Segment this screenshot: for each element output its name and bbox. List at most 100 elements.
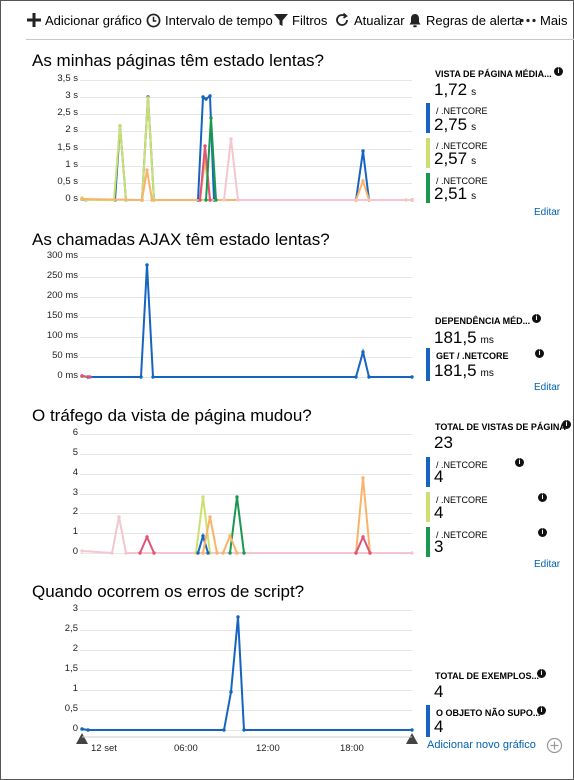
data-point bbox=[80, 197, 84, 201]
gridline bbox=[80, 610, 412, 611]
data-point bbox=[228, 534, 232, 538]
data-point bbox=[124, 551, 128, 555]
info-icon[interactable]: i bbox=[537, 706, 546, 715]
unit-text: s bbox=[471, 191, 477, 202]
data-point bbox=[80, 549, 84, 553]
add-chart-button[interactable]: Adicionar gráfico bbox=[27, 11, 142, 29]
y-axis-tick-label: 0,5 bbox=[64, 703, 78, 714]
panel2-title: As chamadas AJAX têm estado lentas? bbox=[32, 230, 330, 249]
info-icon[interactable]: i bbox=[562, 420, 571, 429]
gridline bbox=[80, 257, 412, 258]
data-point bbox=[198, 198, 202, 202]
panel1-metric-3-value: 2,51 s bbox=[434, 184, 476, 204]
data-point bbox=[354, 375, 358, 379]
gridline bbox=[80, 317, 412, 318]
info-icon[interactable]: i bbox=[554, 67, 563, 76]
series-line bbox=[205, 117, 217, 201]
series-color-bar bbox=[426, 705, 430, 737]
y-axis-tick-label: 250 ms bbox=[46, 270, 78, 281]
info-icon[interactable]: i bbox=[532, 314, 541, 323]
unit-text: ms bbox=[480, 368, 494, 379]
y-axis-tick-label: 0 ms bbox=[57, 370, 78, 381]
data-point bbox=[229, 690, 233, 694]
panel1-metric-2-label: / .NETCORE bbox=[436, 141, 488, 151]
xtick-label: 12:00 bbox=[256, 743, 280, 754]
panel2-metric-avg-label: DEPENDÊNCIA MÉD... bbox=[435, 316, 531, 326]
panel1-edit-link[interactable]: Editar bbox=[534, 207, 561, 218]
unit-text: s bbox=[471, 156, 477, 167]
info-icon[interactable]: i bbox=[537, 669, 546, 678]
panel3-edit-link[interactable]: Editar bbox=[534, 559, 561, 570]
add-new-chart-link[interactable]: Adicionar novo gráfico bbox=[427, 739, 536, 751]
info-icon[interactable]: i bbox=[538, 528, 547, 537]
info-icon[interactable]: i bbox=[538, 493, 547, 502]
panel1-metric-avg-label: VISTA DE PÁGINA MÉDIA... bbox=[435, 69, 552, 79]
data-point bbox=[242, 728, 246, 732]
panel3-metric-2-label: / .NETCORE bbox=[436, 495, 488, 505]
data-point bbox=[209, 116, 213, 120]
data-point bbox=[110, 551, 114, 555]
gridline bbox=[80, 337, 412, 338]
refresh-button[interactable]: Atualizar bbox=[334, 11, 405, 29]
info-icon[interactable]: i bbox=[515, 458, 524, 467]
series-color-bar bbox=[426, 173, 430, 203]
gridline bbox=[80, 670, 412, 671]
data-point bbox=[118, 124, 122, 128]
data-point bbox=[139, 375, 143, 379]
alert-rules-label: Regras de alerta bbox=[426, 12, 523, 28]
gridline bbox=[80, 97, 412, 99]
y-axis-tick-label: 150 ms bbox=[46, 310, 78, 321]
gridline bbox=[80, 513, 412, 515]
toolbar-separator bbox=[26, 39, 574, 40]
gridline bbox=[80, 493, 412, 495]
value-text: 181,5 bbox=[434, 361, 477, 380]
series-color-bar bbox=[426, 457, 430, 487]
xtick-label: 12 set bbox=[91, 743, 117, 754]
gridline bbox=[80, 297, 412, 298]
more-button[interactable]: Mais bbox=[520, 11, 567, 29]
data-point bbox=[367, 375, 371, 379]
panel3-title: O tráfego da vista de página mudou? bbox=[32, 406, 312, 425]
data-point bbox=[368, 551, 372, 555]
panel2-metric-1-label: GET / .NETCORE bbox=[436, 351, 509, 361]
y-axis-tick-label: 0 bbox=[72, 723, 78, 734]
time-range-start-handle[interactable] bbox=[76, 733, 88, 744]
y-axis-tick-label: 0,5 s bbox=[57, 175, 78, 187]
data-point bbox=[208, 515, 212, 519]
clock-icon bbox=[146, 13, 161, 27]
data-point bbox=[86, 728, 90, 732]
bell-icon bbox=[409, 13, 421, 27]
gridline bbox=[80, 650, 412, 651]
series-line bbox=[81, 516, 412, 555]
panel4-metric-1-value: 4 bbox=[434, 717, 444, 736]
y-axis-tick-label: 5 bbox=[72, 446, 78, 458]
add-circle-icon[interactable] bbox=[546, 737, 563, 754]
data-point bbox=[150, 198, 154, 202]
data-point bbox=[222, 728, 226, 732]
y-axis-tick-label: 1 bbox=[72, 526, 78, 538]
data-point bbox=[228, 551, 232, 555]
data-point bbox=[145, 535, 149, 539]
time-range-button[interactable]: Intervalo de tempo bbox=[146, 11, 273, 29]
filters-button[interactable]: Filtros bbox=[274, 11, 327, 29]
panel1-metric-avg-value: 1,72 s bbox=[434, 80, 476, 100]
gridline bbox=[80, 80, 412, 81]
gridline bbox=[80, 434, 412, 435]
refresh-icon bbox=[336, 12, 348, 26]
gridline bbox=[80, 114, 412, 116]
data-point bbox=[145, 263, 149, 267]
data-point bbox=[201, 551, 205, 555]
data-point bbox=[236, 615, 240, 619]
info-icon[interactable]: i bbox=[535, 349, 544, 358]
time-range-end-handle[interactable] bbox=[406, 733, 418, 744]
panel2-edit-link[interactable]: Editar bbox=[534, 382, 561, 393]
series-color-bar bbox=[426, 527, 430, 557]
data-point bbox=[410, 375, 414, 379]
y-axis-tick-label: 6 bbox=[72, 427, 78, 438]
gridline bbox=[80, 182, 412, 184]
data-point bbox=[80, 374, 84, 378]
alert-rules-button[interactable]: Regras de alerta bbox=[408, 11, 522, 29]
xtick-label: 18:00 bbox=[340, 743, 364, 754]
data-point bbox=[204, 198, 208, 202]
panel1-metric-2-value: 2,57 s bbox=[434, 149, 476, 169]
